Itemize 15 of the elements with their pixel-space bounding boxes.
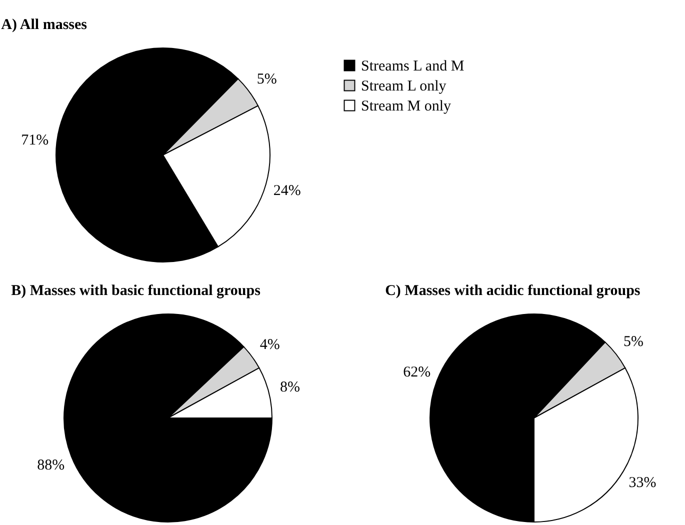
data-label: 88%: [37, 457, 65, 474]
data-label: 71%: [21, 132, 49, 149]
data-label: 4%: [260, 336, 280, 353]
legend-label: Stream M only: [361, 98, 452, 114]
chart-title: B) Masses with basic functional groups: [11, 283, 261, 299]
legend-label: Stream L only: [361, 78, 447, 94]
chart-title: C) Masses with acidic functional groups: [385, 283, 640, 299]
data-label: 8%: [280, 380, 300, 396]
data-label: 5%: [624, 334, 644, 350]
data-label: 62%: [403, 364, 431, 381]
data-label: 24%: [273, 183, 301, 200]
data-label: 33%: [628, 475, 656, 492]
data-label: 5%: [256, 71, 277, 88]
chart-title: A) All masses: [1, 17, 88, 33]
legend-label: Streams L and M: [361, 58, 464, 74]
